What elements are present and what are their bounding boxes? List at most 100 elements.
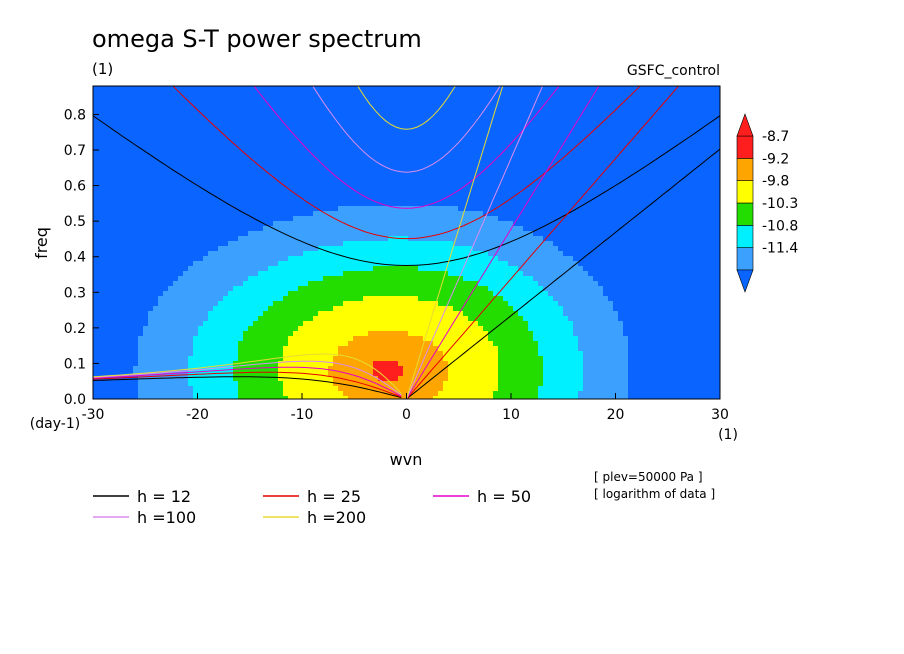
field-cell	[418, 146, 424, 152]
field-cell	[283, 211, 289, 217]
field-cell	[413, 261, 419, 267]
field-cell	[293, 201, 299, 207]
field-cell	[418, 141, 424, 147]
field-cell	[428, 146, 434, 152]
field-cell	[248, 321, 254, 327]
field-cell	[183, 336, 189, 342]
field-cell	[398, 271, 404, 277]
field-cell	[393, 381, 399, 387]
field-cell	[113, 86, 119, 92]
field-cell	[208, 306, 214, 312]
field-cell	[433, 131, 439, 137]
field-cell	[353, 156, 359, 162]
field-cell	[208, 111, 214, 117]
field-cell	[113, 241, 119, 247]
field-cell	[128, 286, 134, 292]
field-cell	[428, 276, 434, 282]
field-cell	[323, 346, 329, 352]
field-cell	[218, 226, 224, 232]
field-cell	[203, 396, 209, 399]
field-cell	[378, 221, 384, 227]
field-cell	[233, 251, 239, 257]
field-cell	[253, 326, 259, 332]
field-cell	[153, 266, 159, 272]
field-cell	[453, 151, 459, 157]
field-cell	[443, 381, 449, 387]
field-cell	[463, 156, 469, 162]
field-cell	[303, 396, 309, 399]
field-cell	[353, 341, 359, 347]
field-cell	[448, 371, 454, 377]
field-cell	[393, 151, 399, 157]
field-cell	[393, 366, 399, 372]
field-cell	[193, 171, 199, 177]
field-cell	[143, 221, 149, 227]
field-cell	[458, 246, 464, 252]
field-cell	[413, 291, 419, 297]
field-cell	[278, 171, 284, 177]
field-cell	[288, 301, 294, 307]
field-cell	[193, 236, 199, 242]
field-cell	[368, 121, 374, 127]
field-cell	[473, 216, 479, 222]
field-cell	[373, 396, 379, 399]
field-cell	[228, 211, 234, 217]
field-cell	[258, 341, 264, 347]
field-cell	[298, 86, 304, 92]
field-cell	[253, 201, 259, 207]
field-cell	[363, 101, 369, 107]
field-cell	[363, 346, 369, 352]
field-cell	[373, 311, 379, 317]
field-cell	[178, 281, 184, 287]
field-cell	[233, 301, 239, 307]
field-cell	[283, 146, 289, 152]
field-cell	[323, 101, 329, 107]
field-cell	[483, 186, 489, 192]
field-cell	[203, 201, 209, 207]
field-cell	[288, 336, 294, 342]
field-cell	[453, 246, 459, 252]
field-cell	[208, 241, 214, 247]
field-cell	[458, 86, 464, 92]
field-cell	[213, 261, 219, 267]
field-cell	[473, 386, 479, 392]
field-cell	[113, 326, 119, 332]
field-cell	[408, 361, 414, 367]
field-cell	[373, 201, 379, 207]
field-cell	[163, 241, 169, 247]
field-cell	[408, 311, 414, 317]
field-cell	[123, 141, 129, 147]
field-cell	[223, 271, 229, 277]
field-cell	[343, 286, 349, 292]
field-cell	[138, 351, 144, 357]
field-cell	[98, 356, 104, 362]
field-cell	[128, 341, 134, 347]
field-cell	[328, 321, 334, 327]
field-cell	[243, 131, 249, 137]
field-cell	[448, 301, 454, 307]
field-cell	[393, 231, 399, 237]
field-cell	[98, 336, 104, 342]
field-cell	[118, 221, 124, 227]
field-cell	[283, 276, 289, 282]
field-cell	[108, 196, 114, 202]
field-cell	[318, 156, 324, 162]
field-cell	[488, 101, 494, 107]
field-cell	[368, 361, 374, 367]
field-cell	[273, 296, 279, 302]
field-cell	[223, 176, 229, 182]
field-cell	[173, 211, 179, 217]
field-cell	[448, 181, 454, 187]
field-cell	[413, 216, 419, 222]
field-cell	[263, 326, 269, 332]
field-cell	[228, 301, 234, 307]
field-cell	[483, 121, 489, 127]
field-cell	[183, 266, 189, 272]
field-cell	[103, 176, 109, 182]
field-cell	[363, 336, 369, 342]
field-cell	[458, 316, 464, 322]
field-cell	[243, 251, 249, 257]
field-cell	[313, 146, 319, 152]
field-cell	[398, 176, 404, 182]
field-cell	[283, 86, 289, 92]
